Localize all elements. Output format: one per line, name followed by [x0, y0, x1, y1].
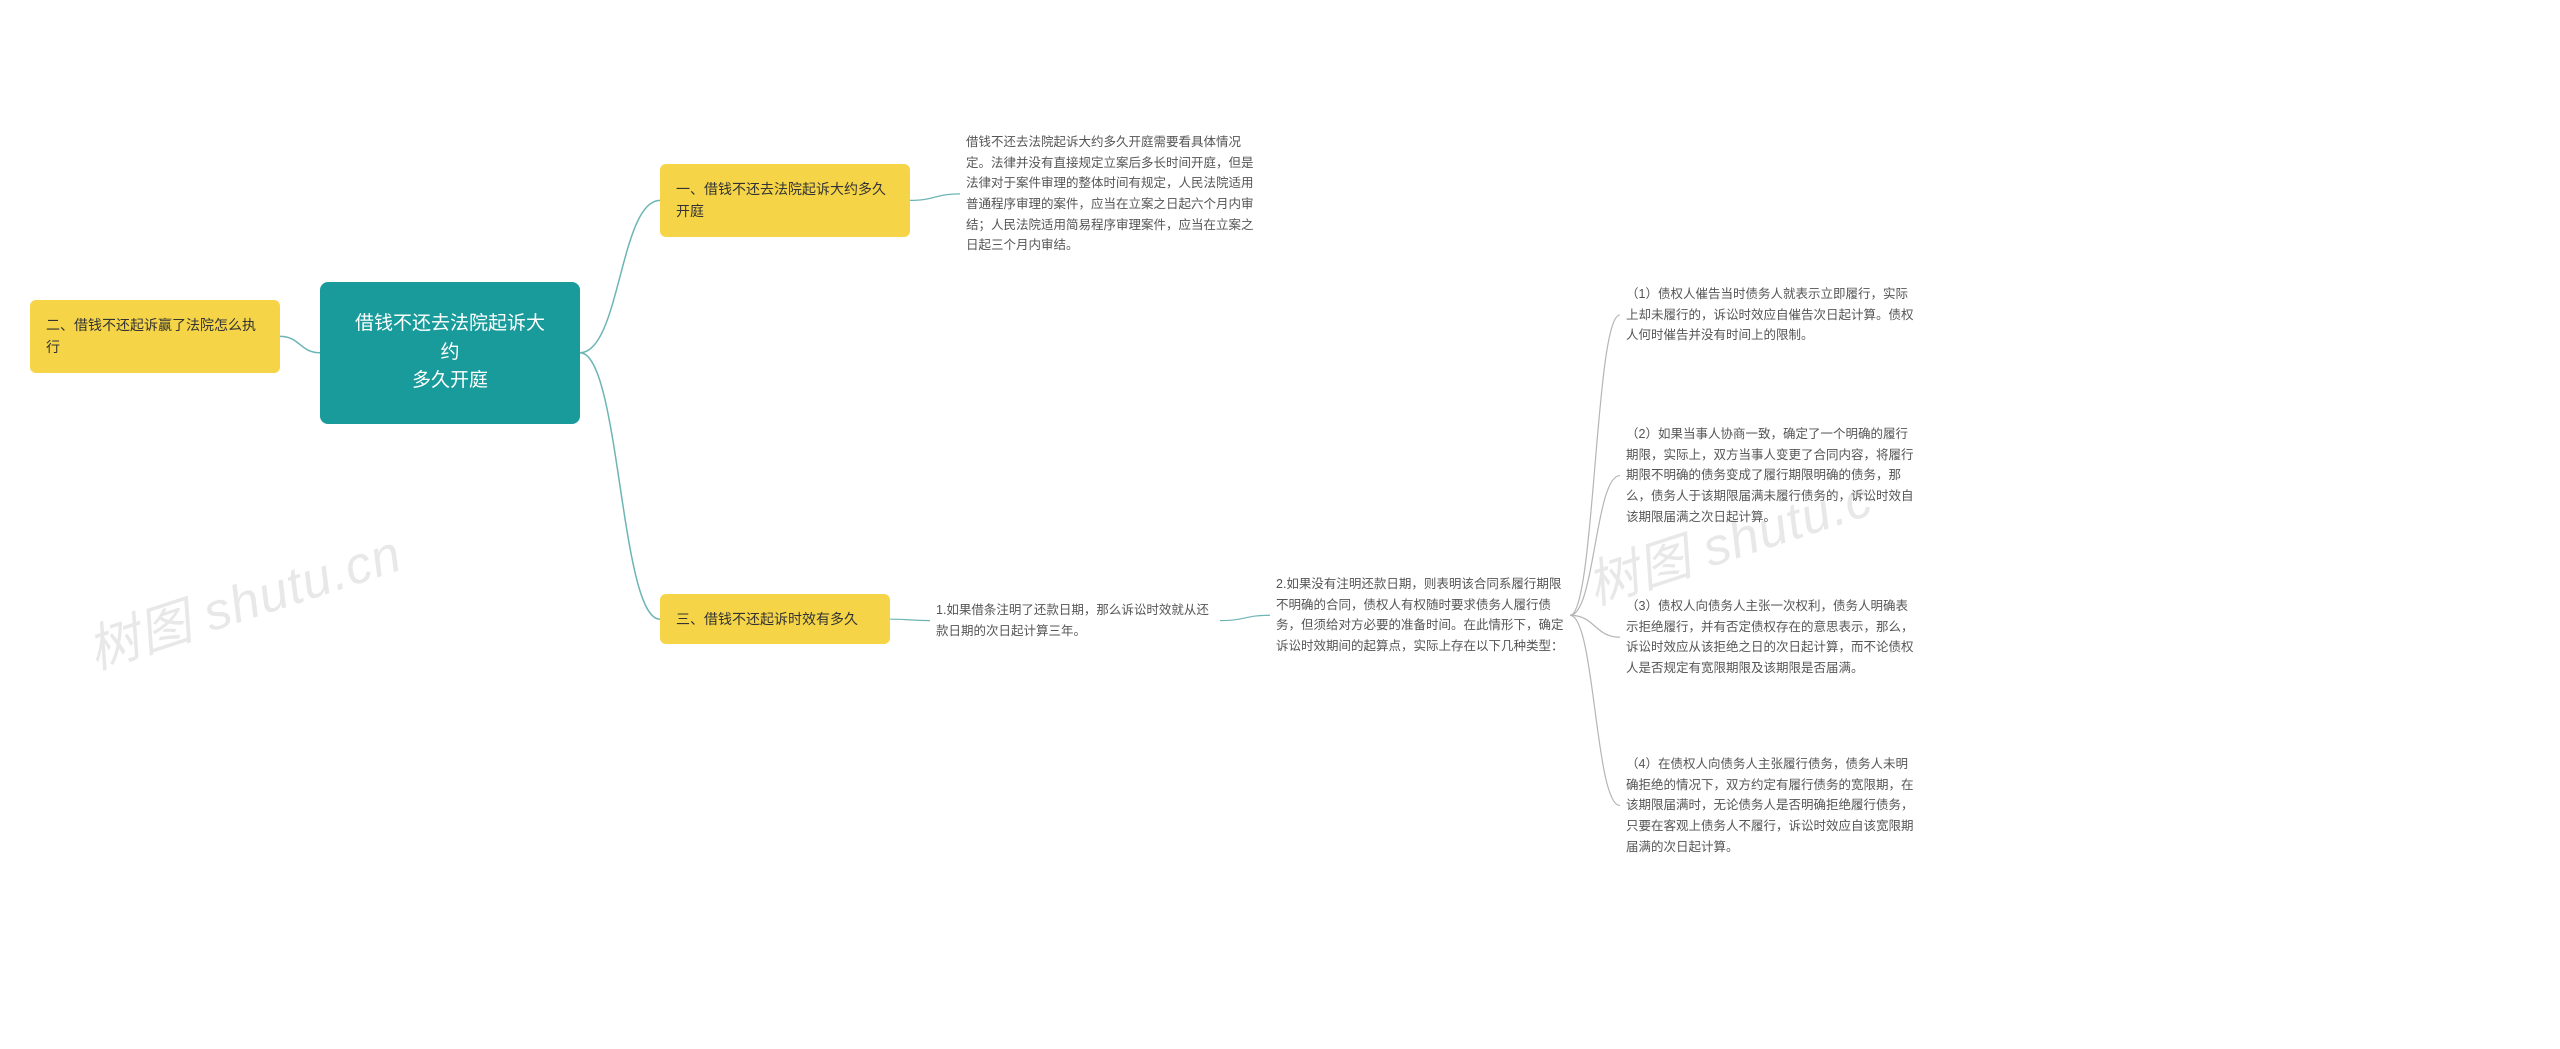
detail-node: 借钱不还去法院起诉大约多久开庭需要看具体情况定。法律并没有直接规定立案后多长时间…: [960, 128, 1260, 260]
branch-node-3[interactable]: 三、借钱不还起诉时效有多久: [660, 594, 890, 644]
mindmap-root[interactable]: 借钱不还去法院起诉大约多久开庭: [320, 282, 580, 424]
detail-node: （3）债权人向债务人主张一次权利，债务人明确表示拒绝履行，并有否定债权存在的意思…: [1620, 592, 1920, 683]
mindmap-connectors: [0, 0, 2560, 1049]
detail-node: 1.如果借条注明了还款日期，那么诉讼时效就从还款日期的次日起计算三年。: [930, 596, 1220, 645]
detail-node: （1）债权人催告当时债务人就表示立即履行，实际上却未履行的，诉讼时效应自催告次日…: [1620, 280, 1920, 350]
branch-node-2[interactable]: 二、借钱不还起诉赢了法院怎么执行: [30, 300, 280, 373]
detail-node: （2）如果当事人协商一致，确定了一个明确的履行期限，实际上，双方当事人变更了合同…: [1620, 420, 1920, 531]
detail-node: 2.如果没有注明还款日期，则表明该合同系履行期限不明确的合同，债权人有权随时要求…: [1270, 570, 1570, 661]
branch-node-1[interactable]: 一、借钱不还去法院起诉大约多久开庭: [660, 164, 910, 237]
detail-node: （4）在债权人向债务人主张履行债务，债务人未明确拒绝的情况下，双方约定有履行债务…: [1620, 750, 1920, 861]
watermark-left: 树图 shutu.cn: [76, 511, 409, 683]
